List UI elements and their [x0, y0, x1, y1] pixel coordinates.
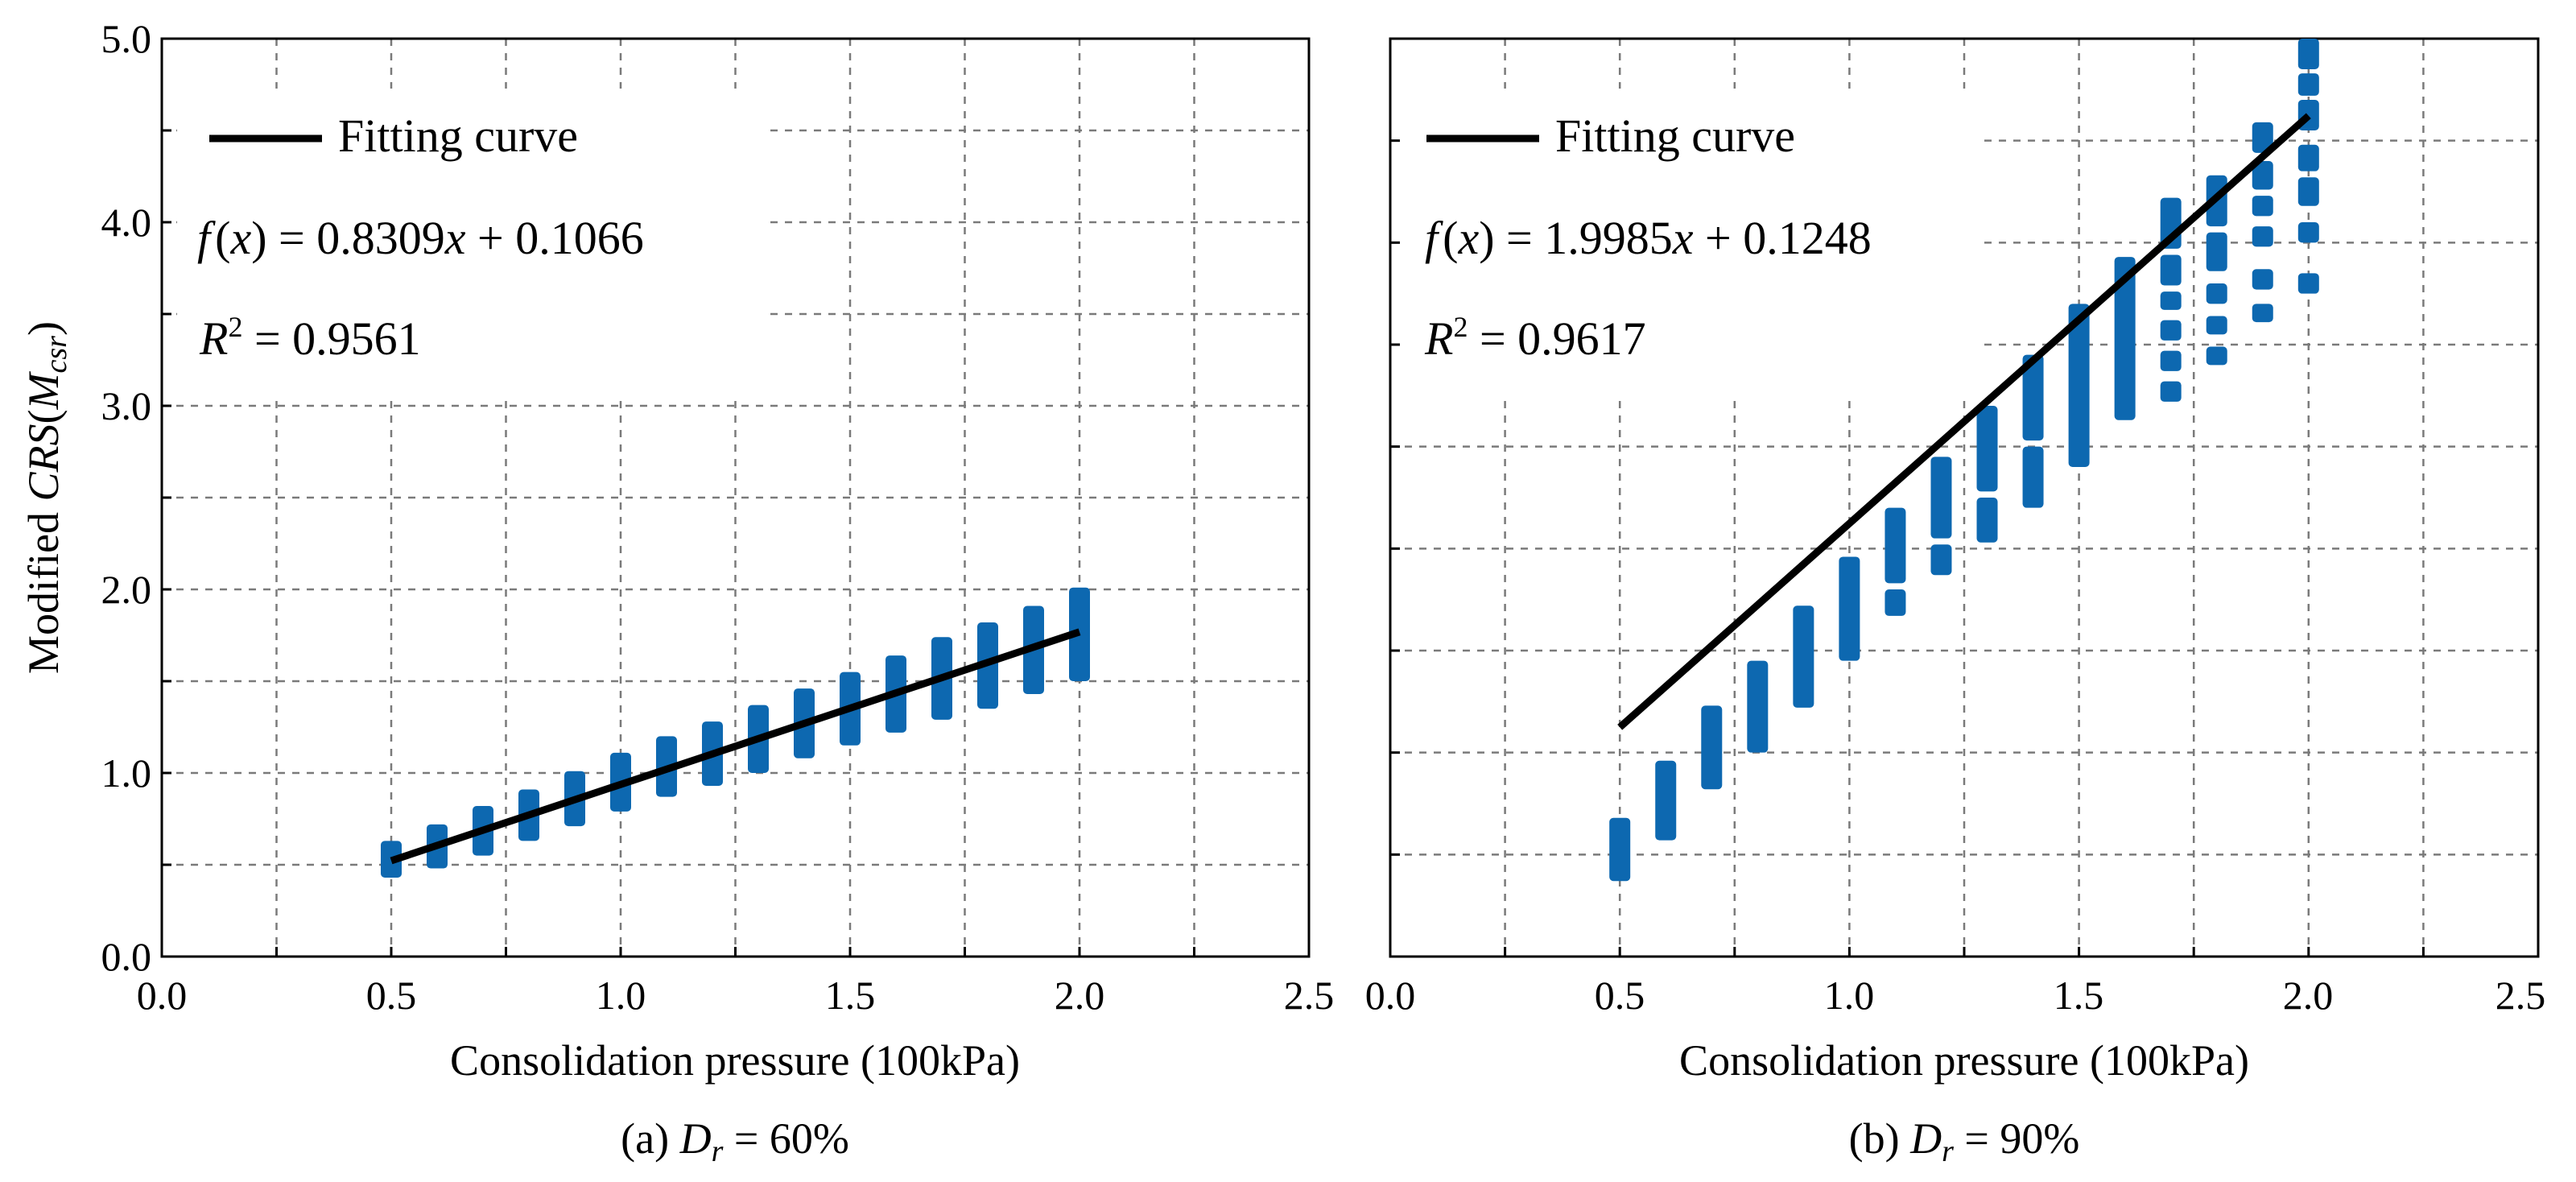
panel-b-data-bar [1793, 605, 1814, 708]
panel-a-y-tick-label: 5.0 [101, 16, 152, 61]
panel-b-x-tick-label: 0.5 [1595, 973, 1645, 1018]
panel-b-data-bar [1885, 507, 1906, 584]
panel-a-fit-line [390, 628, 1081, 865]
panel-b: 0.0 0.5 1.0 1.5 2.0 2.5 Consolidation pr… [1365, 37, 2546, 1168]
panel-b-x-tick-label: 2.5 [2496, 973, 2546, 1018]
panel-b-data-bar [2252, 196, 2273, 217]
panel-b-data-bar [2206, 232, 2227, 271]
panel-b-data-bar [2252, 122, 2273, 153]
panel-b-ticks [1390, 139, 2425, 957]
panel-a-y-tick-label: 4.0 [101, 200, 152, 245]
panel-b-data-bar [2297, 144, 2319, 172]
panel-a-y-tick-label: 1.0 [101, 750, 152, 796]
panel-b-data-bar [1701, 705, 1723, 790]
panel-b-fit-line [1617, 113, 2311, 730]
panel-b-data-bar [2297, 177, 2319, 206]
panel-b-data-bar [2252, 226, 2273, 247]
panel-b-data-bar [2068, 304, 2090, 467]
panel-b-data-bar [2160, 254, 2182, 286]
panel-b-data-bar [2252, 269, 2273, 290]
panel-b-data-bar [1747, 660, 1769, 753]
panel-a-equation: f (x) = 0.8309x + 0.1066 [197, 212, 644, 264]
panel-b-data-bar [2206, 316, 2227, 335]
panel-b-data-bar [2160, 381, 2182, 402]
panel-b-x-axis-label: Consolidation pressure (100kPa) [1679, 1036, 2249, 1085]
panel-b-x-tick-label: 2.0 [2283, 973, 2334, 1018]
panel-a-data-bars [381, 587, 1090, 878]
panel-a-x-tick-label: 1.0 [596, 973, 646, 1018]
panel-b-data-bar [2022, 354, 2044, 441]
panel-b-x-tick-label: 1.5 [2054, 973, 2104, 1018]
panel-a-caption: (a) Dr = 60% [621, 1114, 849, 1168]
panel-a-x-tick-label: 0.5 [366, 973, 417, 1018]
panel-b-data-bar [2160, 291, 2182, 310]
panel-a-y-tick-label: 3.0 [101, 383, 152, 428]
panel-a-y-tick-label: 2.0 [101, 567, 152, 612]
panel-b-equation: f (x) = 1.9985x + 0.1248 [1425, 212, 1872, 264]
panel-a-x-axis-label: Consolidation pressure (100kPa) [450, 1036, 1020, 1085]
panel-b-data-bar [2022, 446, 2044, 508]
panel-a-ticks [162, 129, 1195, 957]
panel-a-y-tick-label: 0.0 [101, 934, 152, 979]
panel-a-x-tick-label: 0.0 [137, 973, 188, 1018]
panel-b-x-tick-label: 1.0 [1824, 973, 1875, 1018]
panel-b-caption: (b) Dr = 90% [1849, 1114, 2080, 1168]
panel-a: 0.0 1.0 2.0 3.0 4.0 5.0 0.0 0.5 1.0 1.5 … [19, 16, 1334, 1168]
panel-a-x-tick-label: 2.0 [1055, 973, 1105, 1018]
panel-b-data-bar [1839, 556, 1860, 661]
panel-a-r-squared: R2 = 0.9561 [199, 311, 421, 365]
panel-b-data-bar [2297, 73, 2319, 96]
panel-b-data-bar [2297, 273, 2319, 294]
panel-b-data-bar [1976, 498, 1998, 543]
panel-b-data-bar [1609, 817, 1631, 882]
panel-b-data-bar [1930, 544, 1952, 576]
panel-b-data-bar [1655, 760, 1677, 841]
panel-b-x-tick-label: 0.0 [1365, 973, 1416, 1018]
panel-b-data-bar [1885, 589, 1906, 616]
panel-b-data-bar [2160, 350, 2182, 371]
panel-b-data-bar [2297, 39, 2319, 69]
panel-b-data-bar [2297, 222, 2319, 243]
panel-b-data-bar [2160, 320, 2182, 341]
panel-b-data-bar [2252, 161, 2273, 190]
panel-b-data-bar [1930, 457, 1952, 539]
panel-b-data-bar [2252, 304, 2273, 323]
panel-b-r-squared: R2 = 0.9617 [1424, 311, 1646, 365]
panel-b-data-bar [2206, 283, 2227, 304]
panel-b-data-bar [1976, 406, 1998, 492]
panel-a-legend-label: Fitting curve [338, 110, 578, 162]
panel-b-data-bar [2206, 346, 2227, 366]
panel-b-legend-label: Fitting curve [1555, 110, 1795, 162]
panel-b-data-bar [2114, 257, 2136, 420]
panel-a-x-tick-label: 1.5 [825, 973, 876, 1018]
panel-a-y-axis-label: Modified CRS(Mcsr) [19, 321, 73, 674]
panel-a-x-tick-label: 2.5 [1284, 973, 1335, 1018]
